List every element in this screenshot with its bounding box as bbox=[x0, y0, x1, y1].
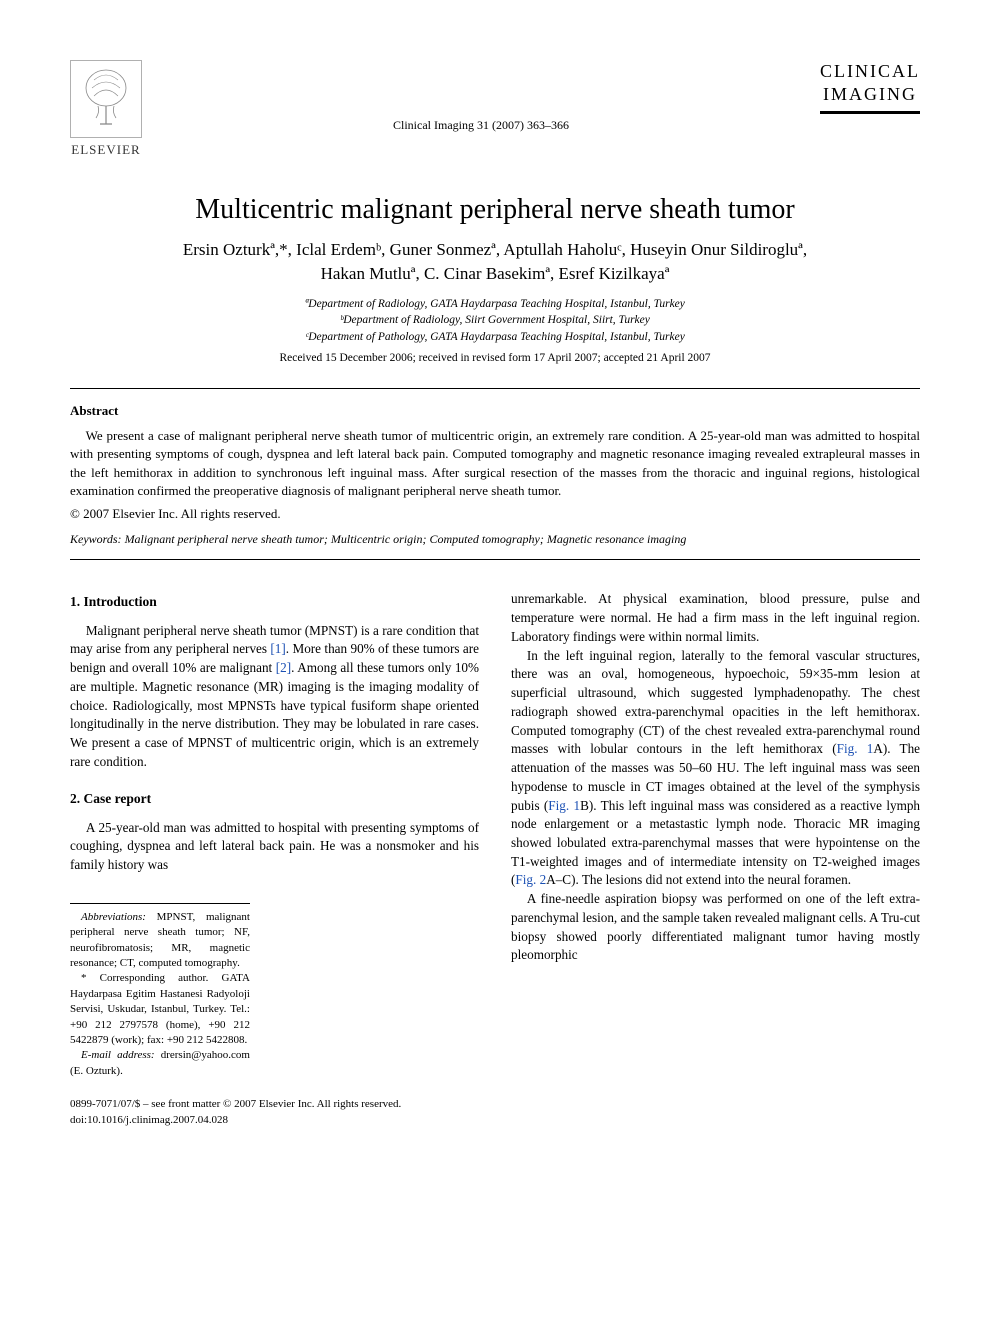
journal-logo-line1: CLINICAL bbox=[820, 60, 920, 83]
journal-reference: Clinical Imaging 31 (2007) 363–366 bbox=[142, 118, 820, 133]
abbrev-label: Abbreviations: bbox=[81, 911, 146, 923]
rule-bottom bbox=[70, 559, 920, 560]
keywords-label: Keywords: bbox=[70, 532, 122, 546]
footnotes-block: Abbreviations: MPNST, malignant peripher… bbox=[70, 903, 250, 1079]
case-paragraph-1: A 25-year-old man was admitted to hospit… bbox=[70, 819, 479, 875]
publisher-logo-block: ELSEVIER bbox=[70, 60, 142, 158]
case-paragraph-3: A fine-needle aspiration biopsy was perf… bbox=[511, 890, 920, 965]
doi-line: doi:10.1016/j.clinimag.2007.04.028 bbox=[70, 1113, 479, 1128]
ref-link-1[interactable]: [1] bbox=[270, 641, 285, 656]
keywords-line: Keywords: Malignant peripheral nerve she… bbox=[70, 532, 920, 547]
case-paragraph-1-cont: unremarkable. At physical examination, b… bbox=[511, 590, 920, 646]
abstract-block: Abstract We present a case of malignant … bbox=[70, 403, 920, 523]
front-matter-line: 0899-7071/07/$ – see front matter © 2007… bbox=[70, 1097, 479, 1112]
affiliation-b: ᵇDepartment of Radiology, Siirt Governme… bbox=[70, 312, 920, 329]
footnote-corresponding: * Corresponding author. GATA Haydarpasa … bbox=[70, 971, 250, 1048]
journal-logo: CLINICAL IMAGING bbox=[820, 60, 920, 114]
introduction-heading: 1. Introduction bbox=[70, 592, 479, 611]
email-label: E-mail address: bbox=[81, 1049, 155, 1061]
case-paragraph-2: In the left inguinal region, laterally t… bbox=[511, 647, 920, 891]
keywords-text: Malignant peripheral nerve sheath tumor;… bbox=[122, 532, 687, 546]
rule-top bbox=[70, 388, 920, 389]
footnote-abbreviations: Abbreviations: MPNST, malignant peripher… bbox=[70, 910, 250, 972]
article-title: Multicentric malignant peripheral nerve … bbox=[70, 194, 920, 226]
fig-link-2[interactable]: Fig. 2 bbox=[515, 872, 546, 887]
abstract-heading: Abstract bbox=[70, 403, 920, 419]
intro-text-c: . Among all these tumors only 10% are mu… bbox=[70, 660, 479, 769]
column-right: unremarkable. At physical examination, b… bbox=[511, 590, 920, 1127]
affiliations-block: ªDepartment of Radiology, GATA Haydarpas… bbox=[70, 296, 920, 346]
journal-logo-line2: IMAGING bbox=[820, 83, 920, 106]
case-text-2d: A–C). The lesions did not extend into th… bbox=[546, 872, 851, 887]
case-text-2a: In the left inguinal region, laterally t… bbox=[511, 648, 920, 757]
elsevier-tree-icon bbox=[70, 60, 142, 138]
abstract-text: We present a case of malignant periphera… bbox=[70, 427, 920, 501]
authors-line1: Ersin Ozturkª,*, Iclal Erdemᵇ, Guner Son… bbox=[70, 238, 920, 262]
abstract-copyright: © 2007 Elsevier Inc. All rights reserved… bbox=[70, 506, 920, 522]
bottom-info: 0899-7071/07/$ – see front matter © 2007… bbox=[70, 1097, 479, 1128]
case-report-heading: 2. Case report bbox=[70, 789, 479, 808]
page-header: ELSEVIER Clinical Imaging 31 (2007) 363–… bbox=[70, 60, 920, 158]
introduction-paragraph: Malignant peripheral nerve sheath tumor … bbox=[70, 622, 479, 772]
authors-block: Ersin Ozturkª,*, Iclal Erdemᵇ, Guner Son… bbox=[70, 238, 920, 286]
affiliation-a: ªDepartment of Radiology, GATA Haydarpas… bbox=[70, 296, 920, 313]
ref-link-2[interactable]: [2] bbox=[276, 660, 291, 675]
footnote-email: E-mail address: drersin@yahoo.com (E. Oz… bbox=[70, 1048, 250, 1079]
affiliation-c: ᶜDepartment of Pathology, GATA Haydarpas… bbox=[70, 329, 920, 346]
authors-line2: Hakan Mutluª, C. Cinar Basekimª, Esref K… bbox=[70, 262, 920, 286]
publisher-name: ELSEVIER bbox=[71, 142, 140, 158]
fig-link-1a[interactable]: Fig. 1 bbox=[837, 741, 874, 756]
column-left: 1. Introduction Malignant peripheral ner… bbox=[70, 590, 479, 1127]
corr-label: * Corresponding author. bbox=[81, 972, 208, 984]
body-columns: 1. Introduction Malignant peripheral ner… bbox=[70, 590, 920, 1127]
received-dates: Received 15 December 2006; received in r… bbox=[70, 352, 920, 364]
fig-link-1b[interactable]: Fig. 1 bbox=[548, 798, 580, 813]
